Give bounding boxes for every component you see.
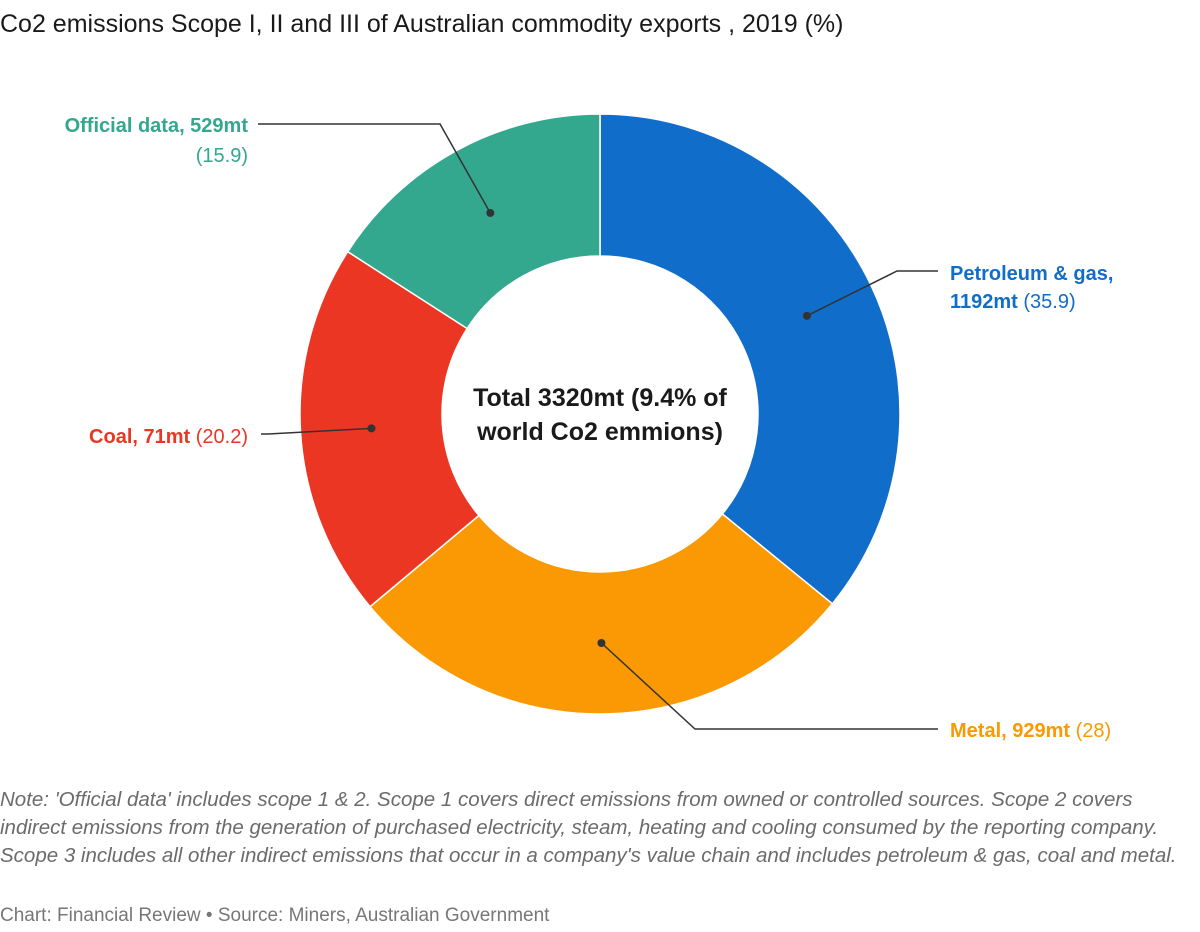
leader-line: [806, 270, 938, 317]
slice-label: Official data, 529mt: [65, 115, 249, 137]
slice-petroleum-gas: [599, 113, 901, 605]
donut-chart: Petroleum & gas, 1192mt (35.9) Metal, 929m…: [65, 113, 1113, 742]
chart-note: Note: 'Official data' includes scope 1 &…: [0, 788, 1177, 867]
slice-label: (15.9): [196, 145, 248, 167]
slice-label: 1192mt (35.9): [950, 291, 1076, 313]
slice-label: Coal, 71mt (20.2): [89, 426, 248, 448]
leader-line: [261, 427, 372, 435]
center-label: Total 3320mt (9.4% of: [473, 384, 727, 412]
slice-metal: [368, 512, 834, 715]
leader-line: [258, 123, 491, 214]
leader-dot: [486, 208, 495, 217]
leader-dot: [802, 311, 811, 320]
slice-label: Metal, 929mt (28): [950, 720, 1111, 742]
chart-source: Chart: Financial Review • Source: Miners…: [0, 905, 550, 926]
slice-coal: [299, 250, 480, 608]
chart-title: Co2 emissions Scope I, II and III of Aus…: [0, 10, 844, 38]
leader-line: [600, 642, 938, 730]
slice-label: Petroleum & gas,: [950, 263, 1113, 285]
leader-dot: [367, 424, 376, 433]
center-label: world Co2 emmions): [476, 418, 723, 446]
leader-dot: [597, 638, 606, 647]
slice-official-data: [346, 113, 601, 330]
